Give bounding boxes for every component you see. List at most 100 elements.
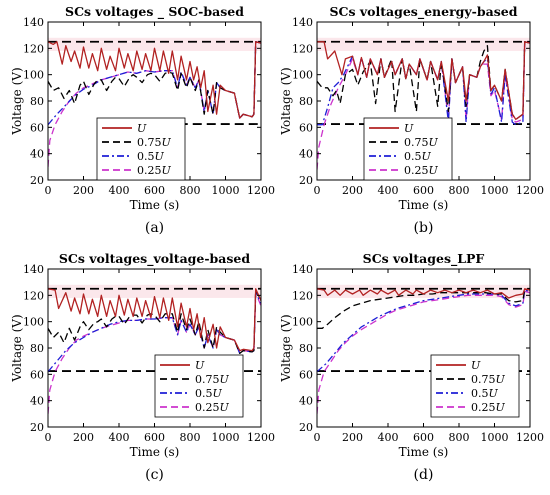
x-tick-label: 600 — [413, 431, 434, 444]
panel-label: (a) — [145, 220, 164, 236]
panel-label: (b) — [414, 220, 434, 236]
legend-entry-0.75U: 0.75U — [471, 373, 506, 386]
legend-entry-coef: 0.75 — [404, 136, 429, 149]
y-tick-label: 60 — [30, 121, 44, 134]
y-axis-label: Voltage (V) — [10, 314, 24, 382]
x-tick-label: 600 — [413, 184, 434, 197]
y-tick-label: 80 — [299, 342, 313, 355]
x-axis-label: Time (s) — [399, 445, 449, 459]
legend-entry-0.75U: 0.75U — [404, 136, 439, 149]
x-tick-label: 400 — [378, 431, 399, 444]
series-line-U — [317, 41, 530, 121]
x-tick-label: 600 — [144, 431, 165, 444]
upper-band — [317, 37, 530, 51]
y-tick-label: 40 — [299, 395, 313, 408]
legend-entry-symbol: U — [213, 387, 223, 400]
chart-title: SCs voltages _ SOC-based — [65, 4, 244, 20]
x-tick-label: 200 — [342, 431, 363, 444]
legend-entry-0.25U: 0.25U — [404, 164, 439, 177]
legend-entry-coef: 0.25 — [404, 164, 429, 177]
x-axis-label: Time (s) — [399, 198, 449, 212]
x-tick-label: 800 — [180, 184, 201, 197]
legend-entry-U: U — [195, 359, 205, 372]
x-tick-label: 0 — [45, 184, 52, 197]
y-tick-label: 60 — [30, 368, 44, 381]
legend-entry-U: U — [404, 122, 414, 135]
x-tick-label: 1000 — [212, 431, 240, 444]
legend-entry-0.75U: 0.75U — [137, 136, 172, 149]
legend-entry-0.75U: 0.75U — [195, 373, 230, 386]
legend-entry-0.5U: 0.5U — [137, 150, 165, 163]
x-tick-label: 400 — [109, 184, 130, 197]
legend-entry-coef: 0.5 — [404, 150, 422, 163]
x-tick-label: 0 — [314, 431, 321, 444]
chart-panel-2: SCs voltages_energy-based 0 200 400 600 800 10… — [279, 4, 544, 236]
y-tick-label: 120 — [23, 42, 44, 55]
x-tick-label: 200 — [73, 431, 94, 444]
y-tick-label: 80 — [30, 95, 44, 108]
x-tick-label: 1000 — [212, 184, 240, 197]
y-tick-label: 120 — [292, 289, 313, 302]
y-tick-label: 120 — [292, 42, 313, 55]
y-tick-label: 100 — [23, 69, 44, 82]
chart-title: SCs voltages_energy-based — [330, 4, 518, 20]
x-axis-label: Time (s) — [130, 198, 180, 212]
legend-entry-U: U — [137, 122, 147, 135]
x-tick-label: 800 — [449, 431, 470, 444]
y-tick-label: 20 — [299, 421, 313, 434]
series-line-0.5U — [317, 41, 530, 126]
series-line-0.5U — [317, 289, 530, 373]
x-tick-label: 1200 — [247, 431, 275, 444]
x-tick-label: 200 — [73, 184, 94, 197]
legend-entry-symbol: U — [137, 122, 147, 135]
legend-entry-symbol: U — [220, 401, 230, 414]
y-tick-label: 100 — [292, 69, 313, 82]
legend-entry-symbol: U — [195, 359, 205, 372]
y-tick-label: 140 — [23, 263, 44, 276]
y-tick-label: 20 — [30, 174, 44, 187]
legend-entry-coef: 0.5 — [471, 387, 489, 400]
series-line-0.25U — [48, 41, 261, 167]
legend-entry-symbol: U — [155, 150, 165, 163]
legend-entry-symbol: U — [220, 373, 230, 386]
x-axis-label: Time (s) — [130, 445, 180, 459]
chart-title: SCs voltages_LPF — [363, 251, 485, 267]
x-tick-label: 800 — [180, 431, 201, 444]
y-axis-label: Voltage (V) — [279, 314, 293, 382]
y-tick-label: 140 — [292, 263, 313, 276]
chart-panel-3: SCs voltages_voltage-based 0 200 400 600 800 1… — [10, 251, 275, 483]
legend-entry-symbol: U — [429, 136, 439, 149]
series-group — [317, 287, 530, 414]
legend-entry-symbol: U — [422, 150, 432, 163]
y-tick-label: 120 — [23, 289, 44, 302]
legend-entry-0.5U: 0.5U — [404, 150, 432, 163]
legend-entry-symbol: U — [496, 373, 506, 386]
x-tick-label: 1200 — [516, 184, 544, 197]
x-tick-label: 400 — [378, 184, 399, 197]
x-tick-label: 1200 — [247, 184, 275, 197]
legend-entry-coef: 0.5 — [137, 150, 155, 163]
legend-entry-coef: 0.5 — [195, 387, 213, 400]
legend-entry-coef: 0.25 — [471, 401, 496, 414]
legend-entry-symbol: U — [489, 387, 499, 400]
legend-entry-symbol: U — [162, 136, 172, 149]
legend-entry-coef: 0.25 — [137, 164, 162, 177]
y-tick-label: 20 — [30, 421, 44, 434]
series-line-0.25U — [317, 290, 530, 414]
series-line-0.75U — [317, 288, 530, 329]
x-tick-label: 1200 — [516, 431, 544, 444]
y-tick-label: 80 — [30, 342, 44, 355]
legend-entry-0.5U: 0.5U — [471, 387, 499, 400]
series-line-U — [317, 288, 530, 299]
y-axis-label: Voltage (V) — [10, 67, 24, 135]
x-tick-label: 0 — [45, 431, 52, 444]
series-line-0.5U — [48, 292, 261, 373]
y-tick-label: 100 — [23, 316, 44, 329]
y-tick-label: 100 — [292, 316, 313, 329]
series-line-U — [48, 41, 261, 119]
